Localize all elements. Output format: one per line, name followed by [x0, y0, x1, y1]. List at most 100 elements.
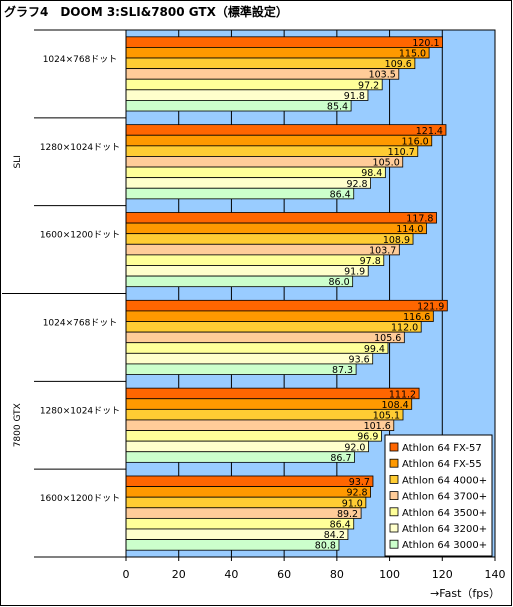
bar [125, 156, 404, 168]
category-label: 1600×1200ドット [40, 494, 120, 504]
bar [125, 486, 371, 498]
bar-value-label: 105.1 [373, 410, 400, 421]
category-label: 1280×1024ドット [40, 143, 120, 153]
bar-value-label: 85.4 [327, 102, 348, 113]
bar [125, 398, 413, 410]
bar [125, 166, 386, 179]
category-label: 1280×1024ドット [40, 406, 120, 416]
bar-value-label: 80.8 [315, 541, 336, 552]
bar [125, 440, 369, 453]
bar-value-label: 114.0 [396, 224, 423, 235]
bar [125, 212, 437, 224]
legend-swatch [389, 507, 399, 517]
bar-value-label: 108.9 [383, 235, 410, 246]
bar-value-label: 116.6 [403, 312, 430, 323]
bar-value-label: 92.0 [344, 442, 365, 453]
legend-label: Athlon 64 FX-57 [402, 443, 482, 454]
x-tick-label: 20 [172, 568, 186, 581]
bar [125, 419, 395, 431]
bar [125, 352, 374, 365]
bar [125, 475, 374, 487]
bar [125, 507, 362, 519]
x-tick-label: 80 [330, 568, 344, 581]
bar-value-label: 96.9 [357, 432, 378, 443]
bar [125, 517, 355, 530]
bar-value-label: 97.8 [360, 256, 381, 267]
bar-value-label: 103.7 [369, 245, 396, 256]
group-label: SLI [13, 155, 23, 168]
x-tick-label: 40 [224, 568, 238, 581]
bar [125, 100, 352, 112]
bar [125, 363, 357, 375]
bar [125, 89, 369, 101]
bar-value-label: 116.0 [402, 136, 429, 147]
bar [125, 299, 448, 312]
bar [125, 233, 414, 245]
bar [125, 310, 434, 322]
bar [125, 275, 354, 288]
bar [125, 342, 389, 354]
bar-value-label: 101.6 [364, 421, 391, 432]
bar-value-label: 92.8 [346, 179, 367, 190]
bar-value-label: 89.2 [337, 509, 358, 520]
x-tick-label: 0 [123, 568, 130, 581]
bar-value-label: 86.4 [330, 519, 351, 530]
bar-value-label: 109.6 [385, 59, 412, 70]
legend [384, 434, 493, 557]
bar-value-label: 86.0 [329, 277, 350, 288]
bar [125, 124, 447, 136]
bar-value-label: 97.2 [358, 80, 379, 91]
bar-value-label: 99.4 [364, 344, 385, 355]
bar [125, 331, 405, 344]
category-label: 1024×768ドット [43, 318, 118, 328]
bar [125, 254, 385, 266]
bar [125, 387, 420, 400]
chart-title: グラフ4 DOOM 3:SLI&7800 GTX（標準設定） [4, 5, 288, 19]
bar [125, 145, 419, 157]
legend-label: Athlon 64 3200+ [402, 524, 487, 535]
legend-label: Athlon 64 FX-55 [402, 459, 482, 470]
bar [125, 496, 367, 509]
bar [125, 321, 422, 333]
legend-label: Athlon 64 3000+ [402, 540, 487, 551]
bar [125, 528, 349, 540]
bar-value-label: 93.6 [349, 354, 370, 365]
bar [125, 36, 443, 48]
bar-value-label: 121.9 [417, 301, 444, 312]
x-tick-label: 60 [277, 568, 291, 581]
bar [125, 265, 369, 277]
bar [125, 408, 404, 421]
legend-swatch [389, 491, 399, 501]
category-label: 1024×768ドット [43, 55, 118, 65]
legend-swatch [389, 474, 399, 484]
legend-swatch [389, 523, 399, 533]
bar-value-label: 120.1 [412, 38, 439, 49]
bar-value-label: 91.8 [344, 91, 365, 102]
bar [125, 57, 416, 70]
bar [125, 134, 433, 147]
bar-value-label: 110.7 [388, 147, 415, 158]
bar [125, 47, 430, 59]
bar-value-label: 91.0 [342, 498, 363, 509]
bar-value-label: 108.4 [382, 400, 409, 411]
bar-value-label: 86.7 [330, 453, 351, 464]
x-tick-label: 120 [432, 568, 453, 581]
legend-swatch [389, 442, 399, 452]
bar-value-label: 91.9 [344, 267, 365, 278]
x-axis-label: →Fast（fps） [430, 587, 500, 600]
bar-value-label: 105.0 [373, 158, 400, 169]
bar-value-label: 103.5 [369, 70, 396, 81]
bar [125, 243, 400, 256]
bar-value-label: 92.8 [346, 488, 367, 499]
legend-label: Athlon 64 4000+ [402, 475, 487, 486]
bar-value-label: 111.2 [389, 389, 416, 400]
bar-value-label: 86.4 [330, 189, 351, 200]
group-label: 7800 GTX [13, 403, 23, 447]
bar [125, 187, 355, 200]
bar [125, 177, 371, 189]
bar-value-label: 117.8 [406, 214, 433, 225]
category-label: 1600×1200ドット [40, 231, 120, 241]
bar-value-label: 98.4 [361, 168, 382, 179]
